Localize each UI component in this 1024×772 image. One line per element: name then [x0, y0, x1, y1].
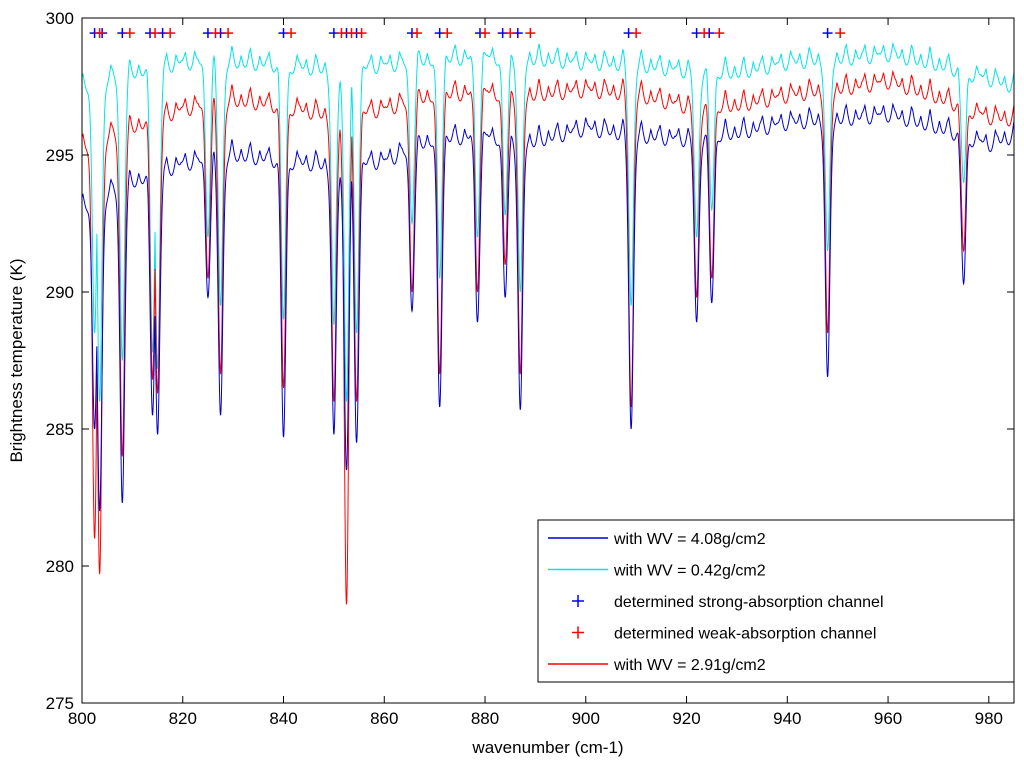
legend-entry: with WV = 2.91g/cm2: [548, 657, 766, 674]
y-tick-label: 300: [46, 9, 74, 28]
weak-channel-marker: [525, 28, 536, 39]
weak-channel-marker: [699, 28, 710, 39]
plot-border: [81, 17, 1015, 704]
legend-entry: with WV = 4.08g/cm2: [548, 531, 766, 548]
legend-label: with WV = 0.42g/cm2: [613, 563, 766, 580]
weak-channel-marker: [480, 28, 491, 39]
weak-channel-marker: [124, 28, 135, 39]
series-line: [81, 69, 1015, 605]
y-tick-label: 275: [46, 694, 74, 713]
weak-channel-marker: [714, 28, 725, 39]
x-tick-label: 900: [572, 709, 600, 728]
legend-label: determined weak-absorption channel: [614, 626, 876, 643]
y-tick-label: 285: [46, 420, 74, 439]
weak-channel-marker: [631, 28, 642, 39]
x-tick-label: 800: [68, 709, 96, 728]
legend-label: with WV = 4.08g/cm2: [613, 531, 766, 548]
y-tick-label: 280: [46, 557, 74, 576]
legend-label: with WV = 2.91g/cm2: [613, 657, 766, 674]
legend-label: determined strong-absorption channel: [614, 594, 884, 611]
weak-channel-marker: [150, 28, 161, 39]
x-tick-label: 980: [975, 709, 1003, 728]
legend: with WV = 4.08g/cm2 with WV = 0.42g/cm2 de…: [537, 519, 1015, 683]
series-line: [81, 41, 1015, 402]
weak-channel-marker: [94, 28, 105, 39]
weak-channel-marker: [505, 28, 516, 39]
legend-entry: determined strong-absorption channel: [572, 594, 884, 611]
weak-channel-marker: [346, 28, 357, 39]
x-tick-label: 840: [269, 709, 297, 728]
y-axis: 275 280 285 290 295 300: [46, 9, 1014, 713]
x-tick-label: 940: [773, 709, 801, 728]
strong-channel-marker: [822, 28, 833, 39]
weak-channel-marker: [356, 28, 367, 39]
legend-entry: determined weak-absorption channel: [572, 626, 876, 643]
x-tick-label: 860: [370, 709, 398, 728]
series-line: [81, 102, 1015, 512]
y-tick-label: 290: [46, 283, 74, 302]
weak-channel-marker: [165, 28, 176, 39]
weak-channel-marker: [336, 28, 347, 39]
x-axis: 800 820 840 860 880 900 920 940 960 980: [68, 18, 1003, 728]
weak-channel-marker: [442, 28, 453, 39]
weak-channel-marker: [286, 28, 297, 39]
legend-entry: with WV = 0.42g/cm2: [548, 563, 766, 580]
series-layer: [81, 41, 1015, 605]
channel-marker-layer: [89, 28, 846, 39]
weak-channel-marker: [412, 28, 423, 39]
legend-box: [537, 519, 1015, 683]
x-tick-label: 960: [874, 709, 902, 728]
x-tick-label: 880: [471, 709, 499, 728]
y-axis-title: Brightness temperature (K): [7, 258, 26, 462]
weak-channel-marker: [210, 28, 221, 39]
y-tick-label: 295: [46, 146, 74, 165]
x-axis-title: wavenumber (cm-1): [471, 738, 623, 757]
x-tick-label: 920: [672, 709, 700, 728]
weak-channel-marker: [835, 28, 846, 39]
weak-channel-marker: [223, 28, 234, 39]
x-tick-label: 820: [169, 709, 197, 728]
